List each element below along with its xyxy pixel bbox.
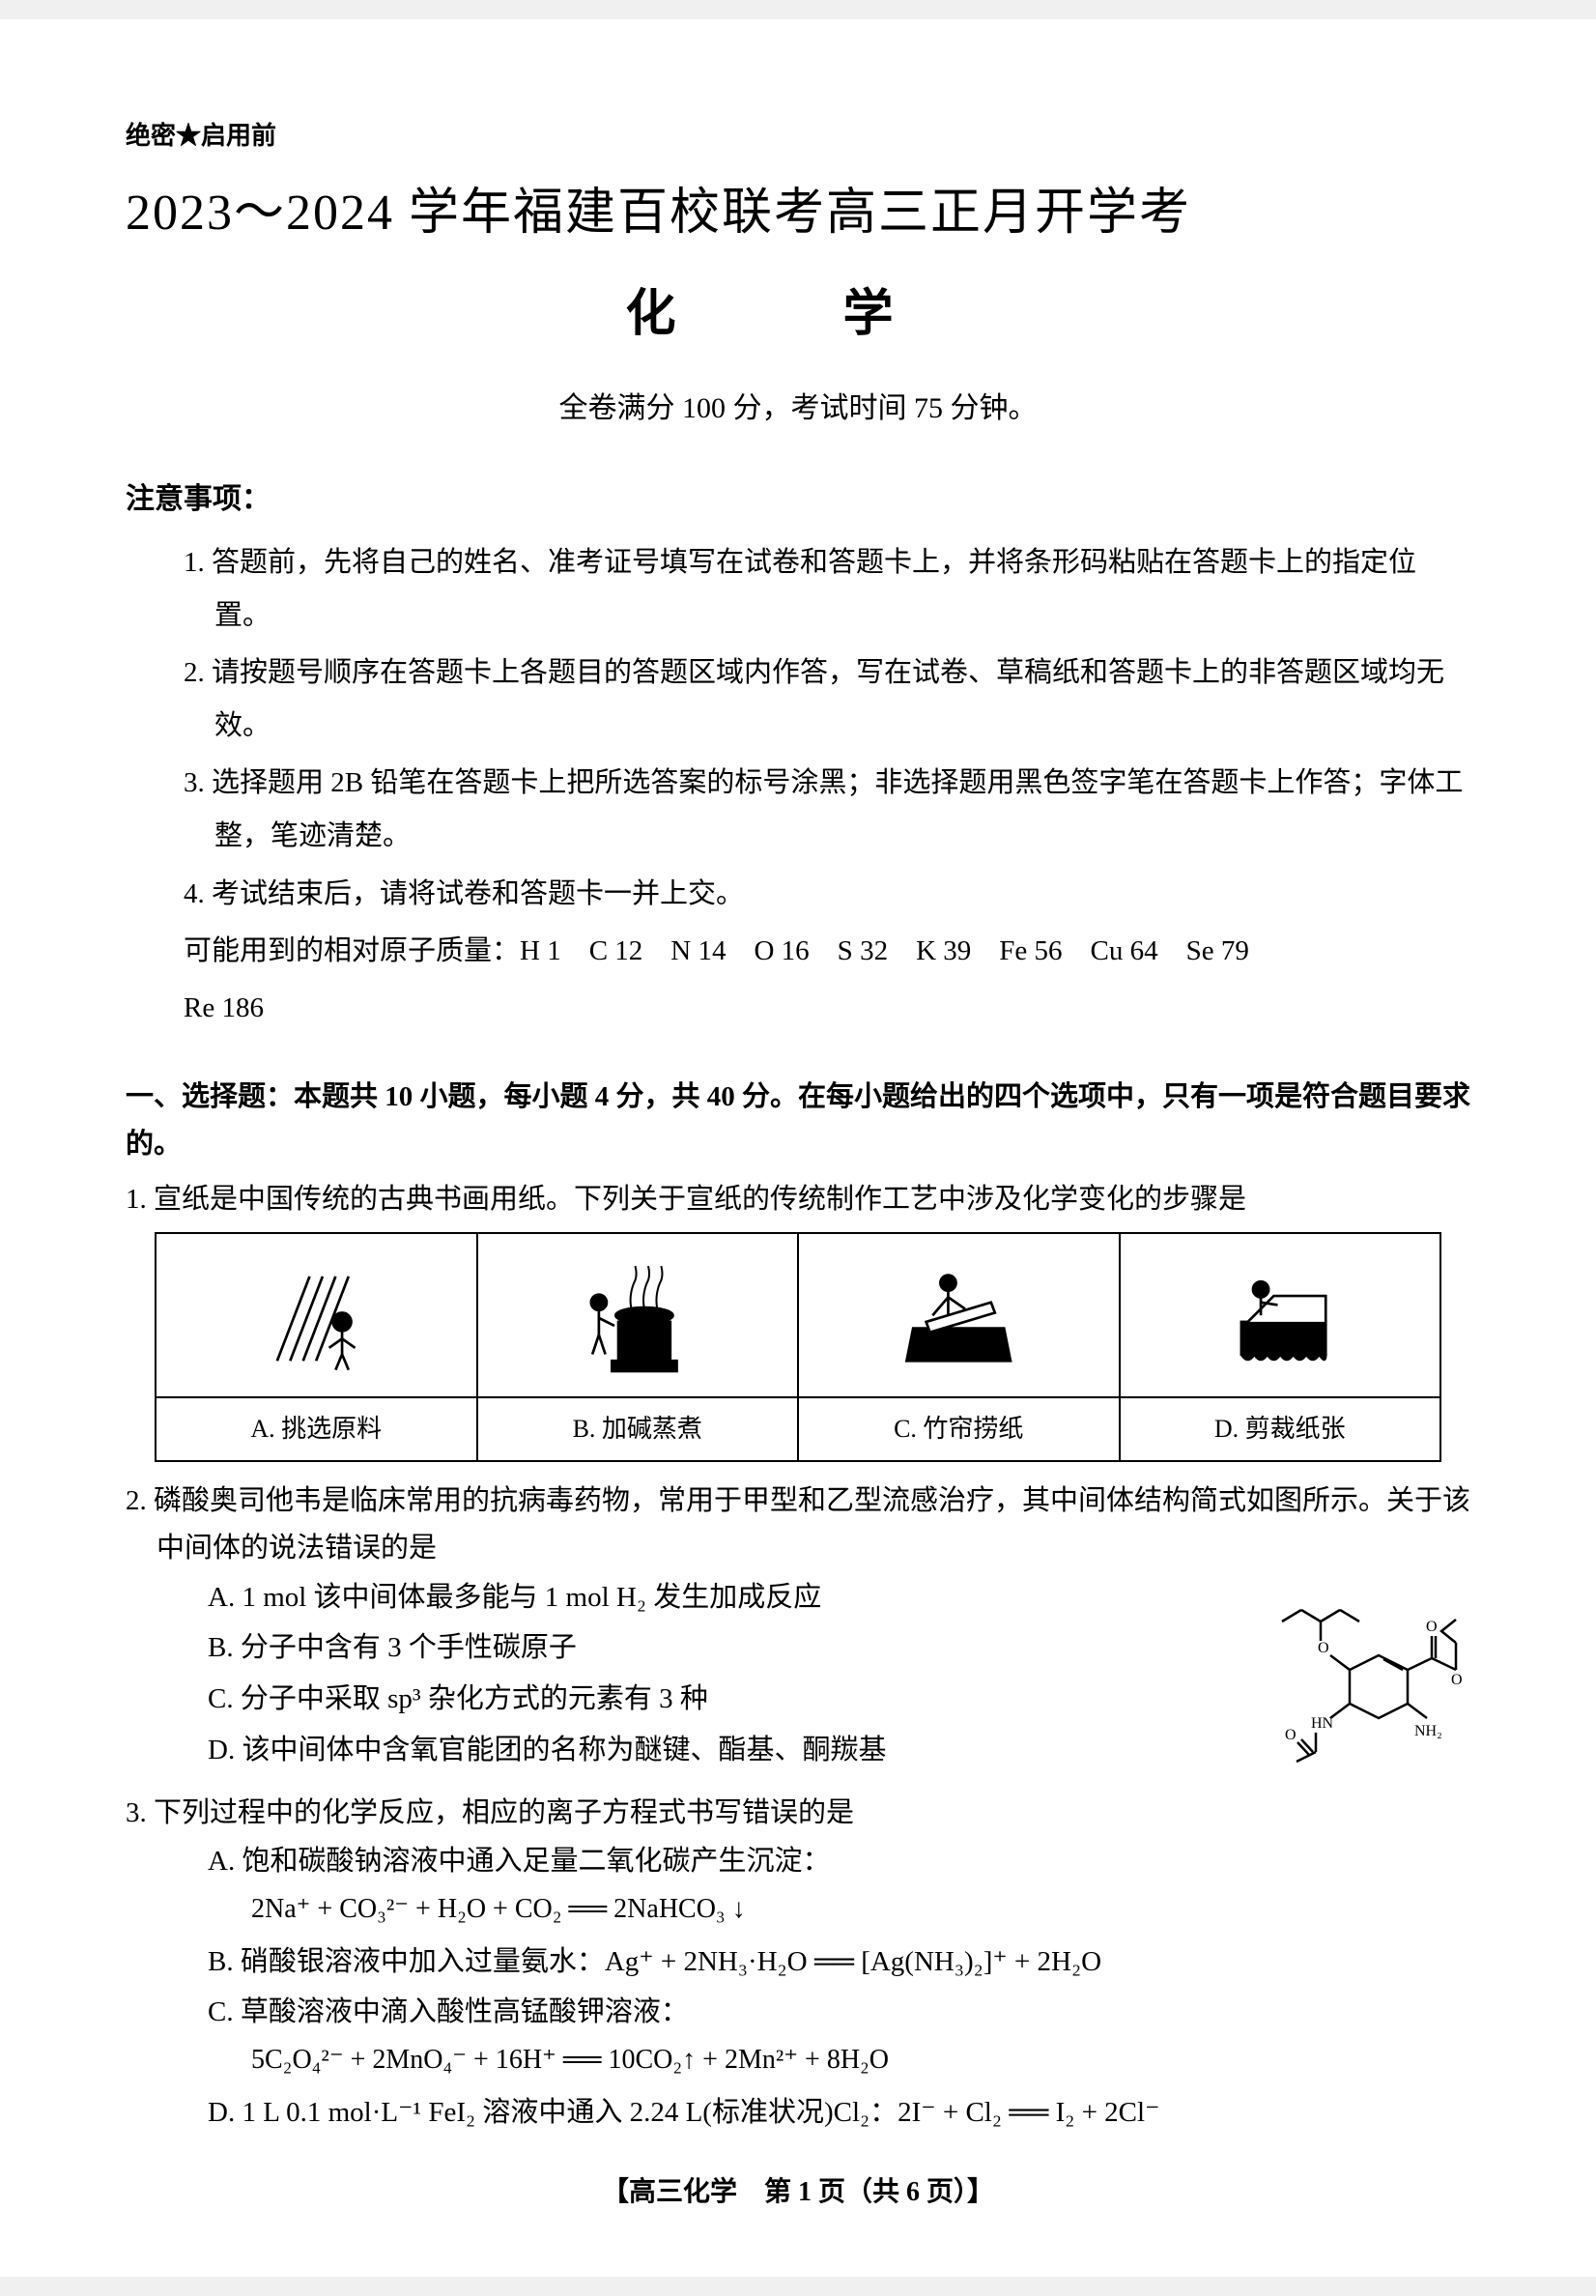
notice-item: 2. 请按题号顺序在答题卡上各题目的答题区域内作答，写在试卷、草稿纸和答题卡上的…	[184, 646, 1470, 753]
question-2: 2. 磷酸奥司他韦是临床常用的抗病毒药物，常用于甲型和乙型流感治疗，其中间体结构…	[126, 1478, 1470, 1782]
notice-item: 1. 答题前，先将自己的姓名、准考证号填写在试卷和答题卡上，并将条形码粘贴在答题…	[184, 536, 1470, 643]
scooping-icon	[799, 1234, 1119, 1398]
subject-title: 化 学	[126, 273, 1470, 345]
q1-option-d: D. 剪裁纸张	[1121, 1234, 1440, 1460]
question-3: 3. 下列过程中的化学反应，相应的离子方程式书写错误的是 A. 饱和碳酸钠溶液中…	[126, 1790, 1470, 2138]
notice-list: 1. 答题前，先将自己的姓名、准考证号填写在试卷和答题卡上，并将条形码粘贴在答题…	[126, 536, 1470, 1035]
atomic-mass-line2: Re 186	[184, 982, 1470, 1035]
cutting-icon	[1121, 1234, 1440, 1398]
q2-option-d: D. 该中间体中含氧官能团的名称为醚键、酯基、酮羰基	[208, 1726, 1248, 1775]
molecule-structure-icon: O O O HN	[1258, 1573, 1470, 1782]
main-title: 2023～2024 学年福建百校联考高三正月开学考	[126, 171, 1470, 244]
svg-text:O: O	[1451, 1672, 1463, 1688]
notice-title: 注意事项：	[126, 474, 1470, 517]
q2-option-c: C. 分子中采取 sp³ 杂化方式的元素有 3 种	[208, 1675, 1248, 1724]
q3-option-b-label: B. 硝酸银溶液中加入过量氨水：	[208, 1946, 605, 1977]
q3-option-d: D. 1 L 0.1 mol·L⁻¹ FeI₂ 溶液中通入 2.24 L(标准状…	[208, 2088, 1470, 2138]
q1-option-a: A. 挑选原料	[157, 1234, 478, 1460]
q2-text: 2. 磷酸奥司他韦是临床常用的抗病毒药物，常用于甲型和乙型流感治疗，其中间体结构…	[126, 1478, 1470, 1573]
q2-option-a: A. 1 mol 该中间体最多能与 1 mol H₂ 发生加成反应	[208, 1573, 1248, 1622]
notice-item: 3. 选择题用 2B 铅笔在答题卡上把所选答案的标号涂黑；非选择题用黑色签字笔在…	[184, 757, 1470, 863]
atomic-mass-label: 可能用到的相对原子质量：	[184, 935, 520, 966]
bamboo-icon	[157, 1234, 476, 1398]
exam-info: 全卷满分 100 分，考试时间 75 分钟。	[126, 384, 1470, 426]
q1-option-a-label: A. 挑选原料	[241, 1398, 391, 1460]
section-title: 一、选择题：本题共 10 小题，每小题 4 分，共 40 分。在每小题给出的四个…	[126, 1074, 1470, 1169]
steaming-icon	[478, 1234, 798, 1398]
svg-text:O: O	[1426, 1619, 1438, 1635]
q1-option-b: B. 加碱蒸煮	[478, 1234, 800, 1460]
q1-option-c: C. 竹帘捞纸	[799, 1234, 1121, 1460]
svg-text:O: O	[1318, 1640, 1329, 1656]
svg-text:O: O	[1285, 1727, 1297, 1743]
atomic-mass-line: 可能用到的相对原子质量：H 1 C 12 N 14 O 16 S 32 K 39…	[184, 925, 1470, 978]
q1-option-c-label: C. 竹帘捞纸	[884, 1398, 1033, 1460]
q3-option-c-label: C. 草酸溶液中滴入酸性高锰酸钾溶液：	[208, 1988, 1470, 2037]
atomic-mass-values: H 1 C 12 N 14 O 16 S 32 K 39 Fe 56 Cu 64…	[520, 935, 1249, 966]
question-1: 1. 宣纸是中国传统的古典书画用纸。下列关于宣纸的传统制作工艺中涉及化学变化的步…	[126, 1176, 1470, 1461]
page-footer: 【高三化学 第 1 页（共 6 页）】	[0, 2170, 1596, 2209]
q3-option-d-eq: 2I⁻ + Cl₂ ══ I₂ + 2Cl⁻	[898, 2097, 1159, 2128]
confidential-label: 绝密★启用前	[126, 116, 1470, 152]
q3-options: A. 饱和碳酸钠溶液中通入足量二氧化碳产生沉淀：	[126, 1837, 1470, 1886]
q1-text: 1. 宣纸是中国传统的古典书画用纸。下列关于宣纸的传统制作工艺中涉及化学变化的步…	[126, 1176, 1470, 1223]
q3-option-b-eq: Ag⁺ + 2NH₃·H₂O ══ [Ag(NH₃)₂]⁺ + 2H₂O	[605, 1946, 1101, 1977]
q3-option-a-label: A. 饱和碳酸钠溶液中通入足量二氧化碳产生沉淀：	[208, 1837, 1470, 1886]
svg-text:HN: HN	[1311, 1715, 1334, 1732]
q2-options: A. 1 mol 该中间体最多能与 1 mol H₂ 发生加成反应 B. 分子中…	[126, 1573, 1248, 1775]
notice-item: 4. 考试结束后，请将试卷和答题卡一并上交。	[184, 868, 1470, 921]
q1-option-d-label: D. 剪裁纸张	[1205, 1398, 1355, 1460]
q3-option-c-eq: 5C₂O₄²⁻ + 2MnO₄⁻ + 16H⁺ ══ 10CO₂↑ + 2Mn²…	[126, 2039, 1470, 2082]
q3-text: 3. 下列过程中的化学反应，相应的离子方程式书写错误的是	[126, 1790, 1470, 1837]
q1-option-b-label: B. 加碱蒸煮	[563, 1398, 712, 1460]
q3-option-b: B. 硝酸银溶液中加入过量氨水：Ag⁺ + 2NH₃·H₂O ══ [Ag(NH…	[208, 1937, 1470, 1987]
q3-option-a-eq: 2Na⁺ + CO₃²⁻ + H₂O + CO₂ ══ 2NaHCO₃ ↓	[126, 1888, 1470, 1932]
q3-option-d-label: D. 1 L 0.1 mol·L⁻¹ FeI₂ 溶液中通入 2.24 L(标准状…	[208, 2097, 898, 2128]
svg-text:NH₂: NH₂	[1414, 1723, 1442, 1739]
exam-page: 绝密★启用前 2023～2024 学年福建百校联考高三正月开学考 化 学 全卷满…	[0, 19, 1596, 2277]
q2-option-b: B. 分子中含有 3 个手性碳原子	[208, 1623, 1248, 1673]
q1-options-grid: A. 挑选原料	[155, 1232, 1441, 1462]
